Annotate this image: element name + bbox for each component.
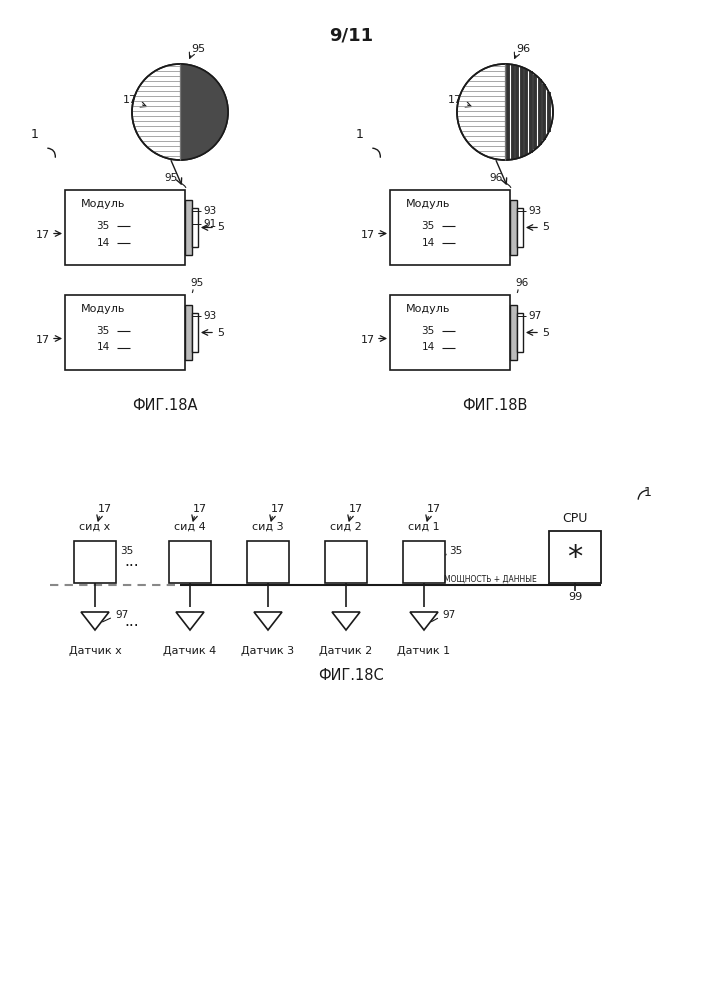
Text: Датчик 2: Датчик 2 — [319, 646, 373, 656]
Text: сид 4: сид 4 — [174, 522, 206, 532]
Text: 17: 17 — [98, 504, 112, 514]
Text: Модуль: Модуль — [81, 199, 125, 209]
Circle shape — [457, 64, 553, 160]
Text: 35: 35 — [421, 326, 435, 336]
Text: 17: 17 — [36, 230, 50, 240]
Text: 99: 99 — [568, 592, 582, 602]
Text: сид 2: сид 2 — [330, 522, 362, 532]
Text: 91: 91 — [203, 219, 216, 229]
Bar — [510, 305, 517, 360]
Text: сид 1: сид 1 — [408, 522, 440, 532]
Bar — [169, 541, 211, 583]
Text: CPU: CPU — [562, 512, 588, 526]
Text: 97: 97 — [442, 610, 456, 620]
Text: 5: 5 — [218, 223, 225, 232]
Text: ...: ... — [124, 554, 138, 570]
Text: сид x: сид x — [79, 522, 111, 532]
Text: ФИГ.18В: ФИГ.18В — [463, 397, 528, 412]
Text: 35: 35 — [421, 221, 435, 231]
Bar — [65, 295, 185, 370]
Text: 35: 35 — [449, 546, 462, 556]
Text: 17: 17 — [271, 504, 285, 514]
Polygon shape — [410, 612, 438, 630]
Text: ФИГ.18С: ФИГ.18С — [318, 668, 384, 682]
Text: 14: 14 — [421, 342, 435, 353]
Wedge shape — [180, 64, 228, 160]
Bar — [185, 200, 192, 255]
Text: 14: 14 — [421, 237, 435, 247]
Text: *: * — [567, 542, 583, 572]
Text: 95: 95 — [164, 173, 178, 183]
Text: 95: 95 — [190, 278, 204, 288]
Text: 17: 17 — [36, 335, 50, 345]
Polygon shape — [81, 612, 109, 630]
Text: Датчик 1: Датчик 1 — [397, 646, 451, 656]
Text: ФИГ.18А: ФИГ.18А — [132, 397, 198, 412]
Text: Модуль: Модуль — [406, 304, 450, 314]
Bar — [549, 531, 601, 583]
Polygon shape — [332, 612, 360, 630]
Bar — [517, 313, 523, 352]
Bar — [65, 190, 185, 265]
Text: 35: 35 — [96, 326, 110, 336]
Bar — [390, 295, 510, 370]
Text: 17: 17 — [193, 504, 207, 514]
Text: Модуль: Модуль — [406, 199, 450, 209]
Text: 95: 95 — [191, 44, 205, 54]
Text: 17: 17 — [123, 95, 137, 105]
Bar — [74, 541, 116, 583]
Text: 97: 97 — [115, 610, 128, 620]
Text: 96: 96 — [515, 278, 528, 288]
Bar — [517, 208, 523, 247]
Text: 1: 1 — [31, 128, 39, 141]
Text: МОЩНОСТЬ + ДАННЫЕ: МОЩНОСТЬ + ДАННЫЕ — [444, 574, 536, 584]
Text: 14: 14 — [96, 237, 110, 247]
Text: 1: 1 — [356, 128, 364, 141]
Text: 17: 17 — [448, 95, 462, 105]
Text: Датчик x: Датчик x — [69, 646, 121, 656]
Text: 93: 93 — [203, 206, 216, 216]
Text: 93: 93 — [203, 311, 216, 321]
Polygon shape — [254, 612, 282, 630]
Text: 35: 35 — [96, 221, 110, 231]
Text: Модуль: Модуль — [81, 304, 125, 314]
Circle shape — [132, 64, 228, 160]
Text: 17: 17 — [361, 335, 375, 345]
Bar — [192, 313, 198, 352]
Text: 35: 35 — [120, 546, 133, 556]
Bar — [510, 200, 517, 255]
Text: 14: 14 — [96, 342, 110, 353]
Bar — [403, 541, 445, 583]
Text: Датчик 3: Датчик 3 — [241, 646, 295, 656]
Text: 9/11: 9/11 — [329, 26, 373, 44]
Text: 5: 5 — [543, 223, 550, 232]
Bar — [390, 190, 510, 265]
Polygon shape — [176, 612, 204, 630]
Text: 1: 1 — [644, 486, 652, 498]
Text: 96: 96 — [516, 44, 530, 54]
Bar — [192, 208, 198, 247]
Text: 5: 5 — [543, 328, 550, 338]
Text: 96: 96 — [489, 173, 503, 183]
Bar — [247, 541, 289, 583]
Text: 97: 97 — [528, 311, 541, 321]
Bar — [185, 305, 192, 360]
Text: сид 3: сид 3 — [252, 522, 284, 532]
Text: Датчик 4: Датчик 4 — [164, 646, 217, 656]
Text: ...: ... — [124, 613, 138, 629]
Text: 5: 5 — [218, 328, 225, 338]
Text: 17: 17 — [361, 230, 375, 240]
Text: 17: 17 — [427, 504, 441, 514]
Bar — [325, 541, 367, 583]
Text: 17: 17 — [349, 504, 363, 514]
Text: 93: 93 — [528, 206, 541, 216]
